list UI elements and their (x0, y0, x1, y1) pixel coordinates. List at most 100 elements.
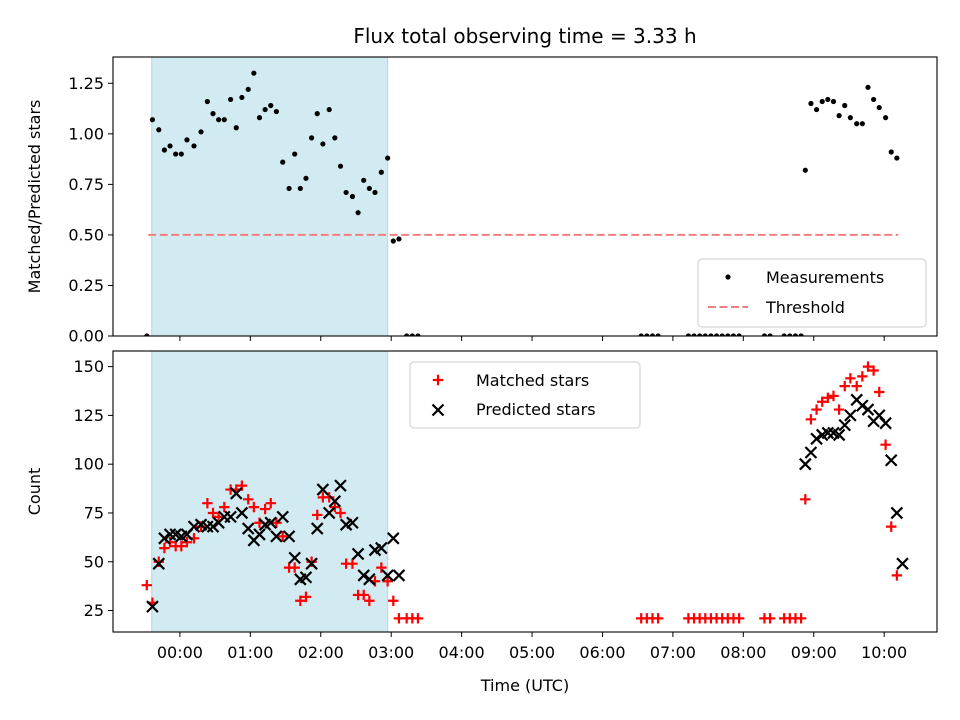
bottom-matched-stars-point (833, 404, 845, 415)
threshold-legend-label: Threshold (765, 298, 845, 317)
bottom-matched-stars-point (259, 503, 271, 515)
bottom-matched-stars-point (828, 390, 839, 402)
bottom-predicted-stars-point (229, 487, 243, 500)
x-tick-label: 06:00 (579, 643, 625, 662)
top-measurements-point (708, 333, 714, 336)
bottom-matched-stars-point (335, 507, 346, 519)
top-measurements-point (781, 333, 787, 336)
top-measurements-point (210, 111, 216, 117)
bottom-predicted-stars-point (235, 506, 249, 520)
bottom-predicted-stars-point (282, 530, 296, 543)
top-measurements-point (191, 143, 197, 149)
bottom-predicted-stars-point (890, 506, 904, 520)
top-y-tick-label: 0.50 (68, 225, 104, 244)
bottom-matched-stars-point (277, 531, 288, 542)
top-measurements-point (149, 117, 156, 123)
top-measurements-point (847, 115, 853, 121)
bottom-predicted-stars-point (328, 494, 342, 508)
top-measurements-point (221, 117, 227, 123)
top-measurements-point (813, 106, 820, 113)
top-measurements-point (865, 84, 871, 90)
bottom-y-tick-label: 100 (73, 455, 104, 474)
top-measurements-point (337, 163, 344, 169)
top-measurements-point (404, 333, 410, 336)
top-measurements-point (787, 333, 793, 336)
bottom-matched-stars-point (358, 589, 369, 601)
bottom-predicted-stars-point (270, 530, 283, 543)
top-measurements-point (256, 115, 263, 121)
top-measurements-point (303, 175, 309, 181)
bottom-legend: Matched stars Predicted stars (409, 361, 641, 429)
top-measurements-point (655, 333, 661, 336)
top-measurements-point (802, 167, 808, 173)
bottom-predicted-stars-point (346, 516, 359, 529)
bottom-panel: 25 50 75 100 125 150 00:00 01:00 02:00 03:00 04:00… (25, 350, 938, 695)
bottom-matched-stars-point (805, 414, 817, 425)
bottom-matched-stars-point (868, 365, 879, 376)
bottom-predicted-stars-point (299, 571, 313, 584)
top-measurements-point (280, 159, 286, 165)
bottom-observing-window-shade (151, 350, 389, 633)
bottom-y-axis-label: Count (25, 468, 44, 516)
bottom-matched-stars-point (312, 509, 323, 521)
top-measurements-point (888, 149, 894, 155)
top-measurements-point (156, 127, 162, 133)
bottom-predicted-stars-point (838, 418, 852, 432)
bottom-predicted-stars-point (832, 428, 846, 442)
bottom-matched-stars-point (839, 380, 850, 392)
top-measurements-point (761, 333, 768, 336)
bottom-predicted-stars-point (861, 403, 875, 416)
x-tick-label: 04:00 (439, 643, 485, 662)
top-measurements-point (204, 98, 210, 105)
bottom-matched-stars-point (329, 501, 341, 513)
top-measurements-point (871, 96, 877, 103)
bottom-predicted-stars-point (187, 520, 201, 533)
bottom-matched-stars-point (652, 613, 664, 624)
top-measurements-point (825, 96, 831, 103)
measurements-legend-marker (725, 274, 731, 280)
bottom-matched-stars-point (207, 507, 219, 519)
bottom-matched-stars-point (141, 579, 153, 591)
bottom-predicted-stars-point (856, 399, 869, 412)
bottom-matched-stars-point (295, 595, 306, 606)
bottom-matched-stars-point (300, 591, 312, 603)
top-measurements-point (808, 100, 814, 107)
top-measurements-point (644, 333, 650, 336)
bottom-predicted-stars-point (375, 541, 388, 555)
x-tick-label: 02:00 (298, 643, 344, 662)
top-measurements-point (876, 104, 882, 111)
top-measurements-point (415, 333, 421, 336)
top-measurements-point (390, 238, 396, 244)
bottom-legend-box (409, 361, 641, 429)
top-measurements-point (355, 210, 361, 216)
top-measurements-point (725, 333, 731, 336)
top-measurements-point (251, 70, 257, 76)
bottom-matched-stars-point (822, 392, 834, 404)
top-measurements-point (378, 169, 384, 175)
bottom-matched-stars-point (289, 562, 300, 573)
bottom-matched-stars-point (248, 501, 260, 513)
bottom-predicted-stars-point (241, 522, 255, 535)
top-measurements-point (798, 333, 804, 336)
bottom-matched-stars-point (382, 576, 393, 587)
top-measurements-point (385, 155, 391, 161)
top-measurements-point (830, 98, 837, 105)
top-y-tick-label: 1.25 (68, 74, 104, 93)
x-tick-label: 01:00 (227, 643, 273, 662)
top-measurements-point (638, 333, 644, 336)
bottom-y-tick-label: 150 (73, 357, 104, 376)
bottom-matched-stars-point (412, 613, 424, 624)
bottom-predicted-stars-point (288, 551, 301, 565)
bottom-predicted-stars-point (224, 510, 237, 524)
top-legend-box (697, 258, 927, 328)
top-measurements-point (184, 137, 190, 143)
bottom-predicted-stars-point (896, 557, 909, 570)
bottom-matched-stars-point (202, 498, 213, 509)
bottom-matched-stars-point (159, 542, 170, 554)
top-y-tick-label: 0.75 (68, 175, 104, 194)
bottom-matched-stars-point (764, 613, 776, 624)
bottom-matched-stars-point (800, 494, 811, 505)
bottom-predicted-stars-point (392, 569, 406, 582)
top-measurements-point (697, 333, 703, 336)
x-tick-label: 03:00 (368, 643, 414, 662)
